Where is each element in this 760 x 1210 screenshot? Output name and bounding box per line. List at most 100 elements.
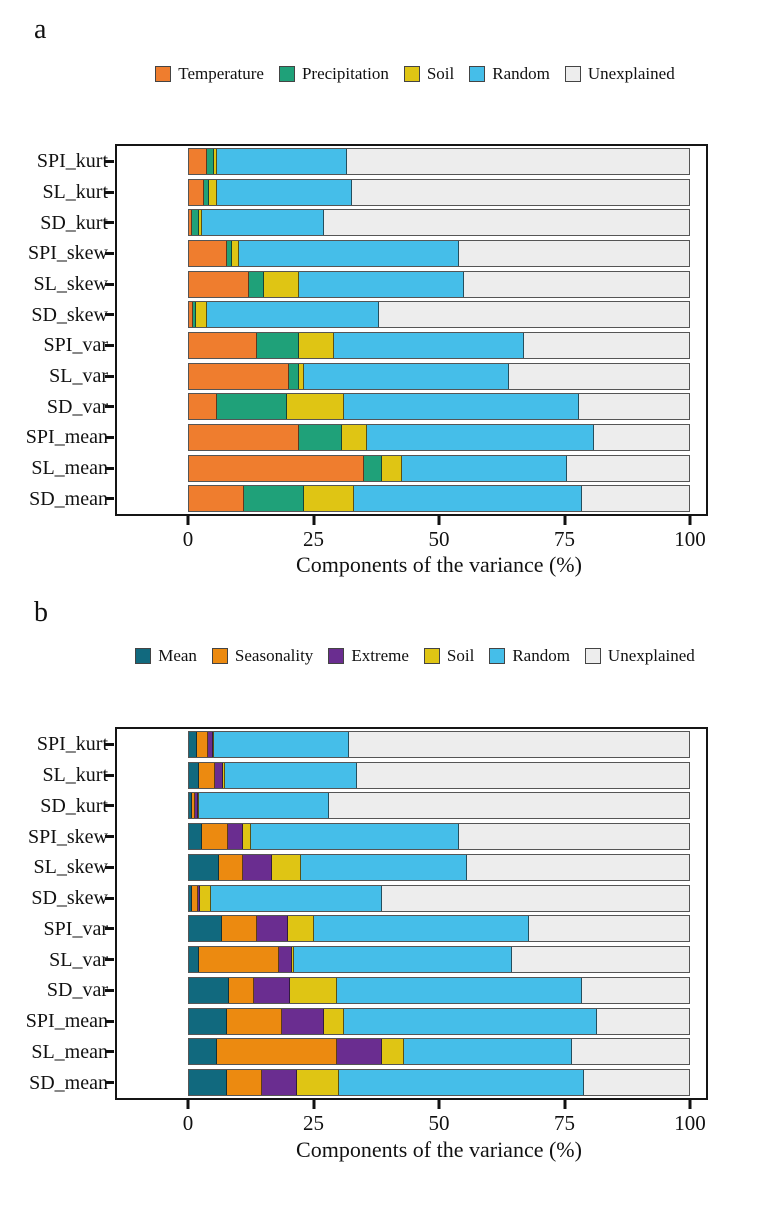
bar-segment — [304, 363, 509, 389]
y-axis-label: SL_skew — [33, 273, 108, 296]
bar-segment — [566, 455, 689, 481]
y-tick — [105, 159, 114, 163]
y-tick — [105, 374, 114, 378]
y-axis-label: SPI_mean — [25, 1010, 108, 1033]
x-tick-label: 50 — [428, 527, 450, 551]
y-axis-label: SPI_mean — [25, 426, 108, 449]
bar-segment — [199, 947, 279, 973]
bar-segment — [271, 854, 301, 880]
bar-segment — [191, 210, 199, 236]
bar-segment — [192, 302, 196, 328]
y-axis-label: SD_skew — [31, 887, 108, 910]
bar-segment — [571, 1039, 689, 1065]
stacked-bar — [188, 761, 690, 789]
bar-segment — [206, 148, 214, 174]
bar-segment — [189, 1039, 217, 1065]
bar-segment — [344, 1008, 597, 1034]
bar-segment — [351, 179, 689, 205]
bar-segment — [341, 424, 367, 450]
y-axis-label: SD_kurt — [40, 211, 108, 234]
bar-segment — [579, 394, 689, 420]
bar-segment — [195, 302, 207, 328]
stacked-bar — [188, 454, 690, 482]
x-tick — [437, 1100, 441, 1109]
bar-segment — [301, 854, 467, 880]
x-tick-label: 0 — [182, 527, 194, 551]
bar-segment — [299, 363, 304, 389]
bar-segment — [584, 1070, 689, 1096]
bar-segment — [199, 762, 215, 788]
y-axis-label: SL_var — [49, 948, 108, 971]
bar-segment — [379, 302, 689, 328]
bar-segment — [381, 1039, 404, 1065]
plot-frame — [115, 144, 708, 516]
stacked-bar — [188, 270, 690, 298]
bar-segment — [334, 332, 524, 358]
stacked-bar — [188, 946, 690, 974]
bar-segment — [239, 240, 459, 266]
y-axis-label: SL_kurt — [42, 764, 108, 787]
bar-row: SPI_kurt — [37, 146, 690, 177]
legend-item: Seasonality — [211, 646, 313, 666]
x-tick-label: 100 — [674, 527, 706, 551]
bar-segment — [201, 210, 324, 236]
bar-segment — [189, 455, 364, 481]
x-axis: 0 25 50 75 100 — [183, 1100, 706, 1160]
bar-row: SL_kurt — [42, 760, 690, 791]
x-tick — [563, 1100, 566, 1109]
y-tick — [105, 497, 114, 501]
y-tick — [105, 835, 114, 839]
x-tick — [186, 516, 190, 525]
legend: Temperature Precipitation Soil Random Unexpl… — [80, 64, 750, 84]
y-tick — [105, 466, 114, 470]
stacked-bar — [188, 1038, 690, 1066]
y-tick — [105, 896, 114, 900]
bar-segment — [227, 824, 243, 850]
bar-segment — [336, 1039, 382, 1065]
bar-segment — [279, 947, 292, 973]
legend-label: Soil — [446, 646, 475, 665]
bar-segment — [189, 271, 249, 297]
bar-row: SD_mean — [29, 483, 690, 514]
stacked-bar — [188, 1069, 690, 1097]
legend-item: Soil — [423, 646, 475, 666]
bar-segment — [189, 947, 199, 973]
y-axis-label: SD_var — [46, 395, 108, 418]
bar-segment — [459, 824, 689, 850]
bar-segment — [214, 731, 349, 757]
bar-segment — [299, 424, 342, 450]
bar-row: SD_var — [47, 975, 690, 1006]
bar-segment — [289, 363, 299, 389]
bar-segment — [336, 977, 582, 1003]
y-axis-label: SPI_var — [43, 334, 108, 357]
legend-item: Unexplained — [564, 64, 675, 84]
bar-segment — [200, 885, 211, 911]
bar-row: SPI_skew — [28, 238, 690, 269]
bar-segment — [191, 885, 198, 911]
panel-b-letter: b — [34, 597, 48, 628]
bar-segment — [221, 916, 257, 942]
y-axis-label: SL_mean — [31, 457, 108, 480]
y-tick — [105, 435, 114, 439]
legend-label: Temperature — [178, 64, 264, 83]
stacked-bar — [188, 915, 690, 943]
x-tick — [312, 1100, 315, 1109]
y-tick — [105, 343, 114, 347]
bar-row: SPI_mean — [26, 422, 690, 453]
bar-segment — [198, 885, 200, 911]
bar-segment — [197, 793, 199, 819]
y-tick — [105, 742, 114, 746]
legend-swatch — [584, 648, 601, 664]
legend-swatch — [423, 648, 440, 664]
bar-segment — [189, 824, 202, 850]
bar-segment — [339, 1070, 584, 1096]
stacked-bar — [188, 147, 690, 175]
rows: SPI_kurt SL_kurt SD_kurt SPI_skew SL_skew SD_… — [26, 729, 690, 1098]
x-tick — [186, 1100, 190, 1109]
bar-segment — [466, 854, 689, 880]
legend-swatch — [278, 66, 295, 82]
bar-segment — [256, 916, 288, 942]
bar-row: SL_kurt — [42, 177, 690, 208]
bar-segment — [189, 332, 257, 358]
